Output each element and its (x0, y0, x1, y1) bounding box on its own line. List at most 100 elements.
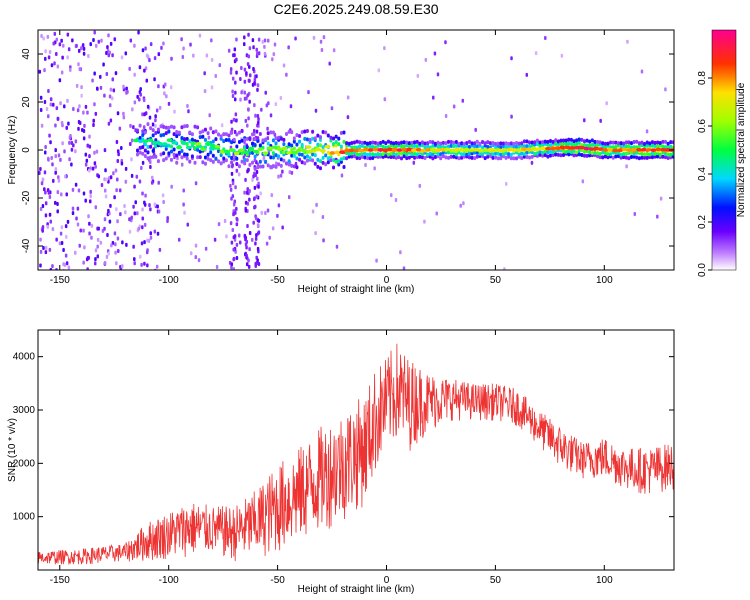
ridge-core (343, 148, 350, 153)
noise-cell (289, 104, 293, 109)
noise-cell (229, 183, 232, 188)
ridge-cell (447, 155, 451, 160)
y-tick-label: 40 (21, 48, 32, 60)
ridge-core (372, 147, 379, 152)
noise-cell (135, 174, 139, 179)
noise-cell (315, 202, 318, 207)
noise-cell (389, 193, 393, 198)
ridge-cell (428, 139, 432, 144)
noise-cell (115, 261, 118, 266)
noise-cell (58, 241, 62, 246)
noise-cell (62, 247, 65, 252)
ridge-cell (439, 156, 443, 161)
ridge-cell (460, 152, 464, 157)
noise-cell (149, 164, 152, 169)
snr-plot-area (38, 330, 674, 570)
ridge-cell (206, 152, 210, 157)
ridge-cell (507, 141, 511, 146)
ridge-cell (460, 155, 464, 160)
noise-cell (242, 42, 246, 47)
noise-cell (61, 141, 64, 146)
ridge-cell (420, 155, 424, 160)
ridge-cell (494, 145, 498, 150)
ridge-cell (444, 141, 448, 146)
noise-cell (43, 170, 47, 175)
ridge-cell (149, 155, 153, 160)
x-tick-label: -150 (50, 575, 70, 586)
ridge-cell (271, 138, 275, 143)
ridge-cell (465, 152, 469, 157)
noise-cell (232, 212, 235, 217)
ridge-cell (473, 150, 477, 155)
noise-cell (281, 169, 284, 174)
noise-cell (279, 96, 283, 101)
noise-cell (99, 74, 102, 79)
noise-cell (252, 66, 255, 71)
ridge-cell (295, 156, 299, 161)
noise-cell (94, 164, 97, 169)
ridge-cell (154, 154, 158, 159)
ridge-core (166, 138, 173, 142)
ridge-cell (572, 143, 576, 148)
noise-cell (102, 62, 105, 67)
noise-cell (254, 236, 258, 241)
noise-cell (77, 188, 81, 193)
y-tick-label: 1000 (13, 512, 36, 523)
ridge-cell (593, 143, 597, 148)
noise-cell (157, 180, 160, 185)
noise-cell (459, 203, 462, 208)
noise-cell (117, 248, 120, 253)
noise-cell (59, 231, 63, 236)
noise-cell (248, 230, 252, 235)
ridge-cell (243, 161, 247, 166)
ridge-cell (352, 140, 356, 145)
ridge-core (650, 148, 657, 152)
ridge-cell (245, 145, 249, 150)
noise-cell (243, 190, 246, 195)
noise-cell (167, 101, 171, 106)
ridge-cell (355, 139, 359, 144)
ridge-cell (645, 151, 649, 156)
ridge-core (334, 150, 341, 155)
noise-cell (328, 61, 331, 66)
ridge-cell (329, 135, 333, 140)
noise-cell (109, 41, 113, 46)
noise-cell (282, 63, 286, 68)
y-tick-label: 4000 (13, 352, 36, 363)
ridge-cell (240, 151, 244, 156)
noise-cell (68, 135, 72, 140)
noise-cell (68, 140, 71, 145)
noise-cell (432, 95, 435, 100)
noise-cell (231, 93, 235, 98)
ridge-core (454, 147, 461, 152)
noise-cell (40, 34, 43, 39)
noise-cell (64, 224, 68, 229)
noise-cell (109, 118, 113, 123)
ridge-cell (624, 151, 628, 156)
noise-cell (133, 72, 136, 77)
ridge-cell (188, 139, 192, 144)
noise-cell (144, 46, 147, 51)
ridge-cell (630, 155, 634, 160)
ridge-cell (368, 152, 372, 157)
ridge-cell (277, 135, 281, 140)
noise-cell (84, 152, 88, 157)
ridge-cell (433, 154, 437, 159)
noise-cell (312, 35, 316, 40)
noise-cell (103, 188, 107, 193)
ridge-cell (449, 154, 453, 159)
noise-cell (151, 122, 155, 127)
noise-cell (194, 243, 198, 248)
ridge-cell (287, 142, 291, 147)
noise-cell (96, 237, 100, 242)
ridge-cell (316, 142, 320, 147)
noise-cell (60, 192, 63, 197)
ridge-cell (209, 158, 213, 163)
ridge-cell (512, 144, 516, 149)
ridge-cell (585, 143, 589, 148)
noise-cell (160, 45, 163, 50)
noise-cell (116, 149, 120, 154)
noise-cell (605, 101, 608, 106)
ridge-cell (366, 141, 370, 146)
ridge-cell (603, 151, 607, 156)
